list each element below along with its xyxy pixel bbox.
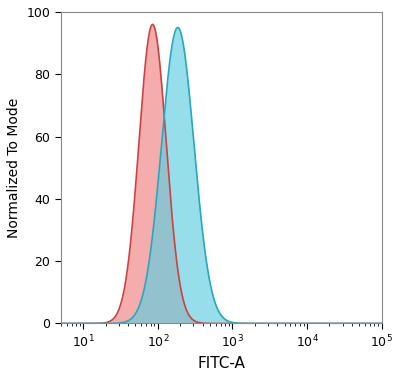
Y-axis label: Normalized To Mode: Normalized To Mode: [7, 98, 21, 238]
X-axis label: FITC-A: FITC-A: [197, 356, 245, 371]
